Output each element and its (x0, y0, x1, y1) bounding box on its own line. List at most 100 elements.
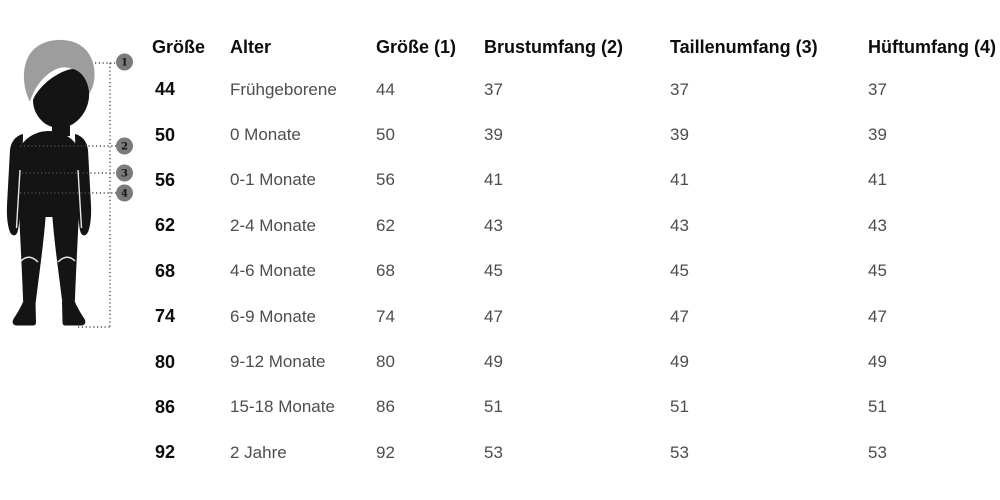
column-header-groesse: Größe (152, 36, 206, 57)
table-cell: 41 (868, 170, 887, 190)
size-cell: 68 (155, 260, 176, 281)
table-cell: 43 (484, 215, 503, 235)
column-header-alter: Alter (230, 36, 272, 57)
table-cell: 6-9 Monate (230, 306, 316, 326)
size-table-body: 44 Frühgeborene 44 37 37 37 50 0 Monate 50 39 39 39… (150, 67, 1000, 476)
table-row: 50 0 Monate 50 39 39 39 (150, 112, 1000, 157)
marker-2-label: 2 (121, 142, 128, 153)
neck-shape (52, 118, 70, 136)
table-cell: 37 (484, 79, 503, 99)
size-cell: 44 (155, 79, 176, 100)
table-cell: 47 (868, 306, 887, 326)
size-table-header: Größe Alter Größe (1) Brustumfang (2) Ta… (150, 27, 1000, 67)
table-cell: 47 (484, 306, 503, 326)
table-row: 44 Frühgeborene 44 37 37 37 (150, 67, 1000, 112)
right-leg-shape (52, 212, 79, 308)
table-cell: 51 (670, 397, 689, 417)
column-header-brustumfang: Brustumfang (2) (484, 36, 623, 57)
marker-4-circle (116, 184, 133, 202)
marker-1: 1 (116, 53, 133, 71)
knee-line-right (57, 256, 76, 263)
table-cell: 80 (376, 352, 395, 372)
size-cell: 86 (155, 396, 176, 417)
table-cell: 45 (868, 261, 887, 281)
table-cell: 15-18 Monate (230, 397, 335, 417)
table-row: 56 0-1 Monate 56 41 41 41 (150, 158, 1000, 203)
child-silhouette: 1 2 3 4 (6, 39, 133, 328)
size-cell: 56 (155, 169, 176, 190)
table-cell: 51 (868, 397, 887, 417)
column-header-groesse-1: Größe (1) (376, 36, 457, 57)
left-foot-shape (12, 302, 36, 326)
table-cell: 53 (868, 442, 887, 462)
table-cell: 39 (484, 125, 503, 145)
marker-4: 4 (116, 184, 133, 202)
table-cell: 47 (670, 306, 689, 326)
table-cell: 9-12 Monate (230, 352, 326, 372)
knee-line-left (20, 256, 39, 263)
arm-gap-line-right (77, 169, 83, 229)
size-cell: 92 (155, 442, 176, 463)
table-cell: 37 (868, 79, 887, 99)
table-row: 62 2-4 Monate 62 43 43 43 (150, 203, 1000, 248)
table-cell: 62 (376, 215, 395, 235)
table-cell: 4-6 Monate (230, 261, 316, 281)
table-cell: 68 (376, 261, 395, 281)
table-cell: 41 (670, 170, 689, 190)
header-row: Größe Alter Größe (1) Brustumfang (2) Ta… (150, 27, 1000, 67)
marker-2-circle (116, 137, 133, 155)
torso-shape (15, 131, 83, 217)
table-cell: 49 (868, 352, 887, 372)
table-cell: 53 (670, 442, 689, 462)
table-cell: 2 Jahre (230, 442, 287, 462)
marker-2: 2 (116, 137, 133, 155)
table-cell: 49 (670, 352, 689, 372)
table-cell: 39 (670, 125, 689, 145)
marker-4-label: 4 (121, 189, 128, 200)
table-cell: 43 (868, 215, 887, 235)
table-cell: 44 (376, 79, 395, 99)
size-table: Größe Alter Größe (1) Brustumfang (2) Ta… (150, 27, 1000, 476)
table-row: 92 2 Jahre 92 53 53 53 (150, 430, 1000, 475)
table-cell: 2-4 Monate (230, 215, 316, 235)
table-cell: 45 (484, 261, 503, 281)
head-shape (33, 69, 90, 128)
right-arm-shape (75, 134, 92, 236)
table-row: 74 6-9 Monate 74 47 47 47 (150, 294, 1000, 339)
size-cell: 50 (155, 124, 176, 145)
size-cell: 62 (155, 215, 176, 236)
table-cell: 45 (670, 261, 689, 281)
table-row: 80 9-12 Monate 80 49 49 49 (150, 339, 1000, 384)
table-cell: 56 (376, 170, 395, 190)
marker-3-circle (116, 164, 133, 182)
marker-1-circle (116, 53, 133, 71)
marker-3-label: 3 (121, 169, 128, 180)
table-cell: 0-1 Monate (230, 170, 316, 190)
marker-1-label: 1 (121, 58, 128, 69)
size-cell: 80 (155, 351, 176, 372)
table-cell: 49 (484, 352, 503, 372)
hair-shape (23, 39, 95, 102)
table-cell: 74 (376, 306, 395, 326)
table-cell: 43 (670, 215, 689, 235)
table-cell: 92 (376, 442, 395, 462)
size-cell: 74 (155, 306, 176, 327)
right-foot-shape (62, 302, 86, 326)
table-cell: 86 (376, 397, 395, 417)
left-leg-shape (19, 212, 46, 308)
table-cell: 41 (484, 170, 503, 190)
table-cell: 50 (376, 125, 395, 145)
table-row: 68 4-6 Monate 68 45 45 45 (150, 249, 1000, 294)
table-cell: Frühgeborene (230, 79, 337, 99)
left-arm-shape (6, 134, 23, 236)
table-cell: 53 (484, 442, 503, 462)
table-cell: 39 (868, 125, 887, 145)
marker-3: 3 (116, 164, 133, 182)
table-cell: 0 Monate (230, 125, 301, 145)
table-cell: 51 (484, 397, 503, 417)
table-cell: 37 (670, 79, 689, 99)
column-header-taillenumfang: Taillenumfang (3) (670, 36, 818, 57)
column-header-hueftumfang: Hüftumfang (4) (868, 36, 996, 57)
arm-gap-line-left (15, 169, 21, 229)
